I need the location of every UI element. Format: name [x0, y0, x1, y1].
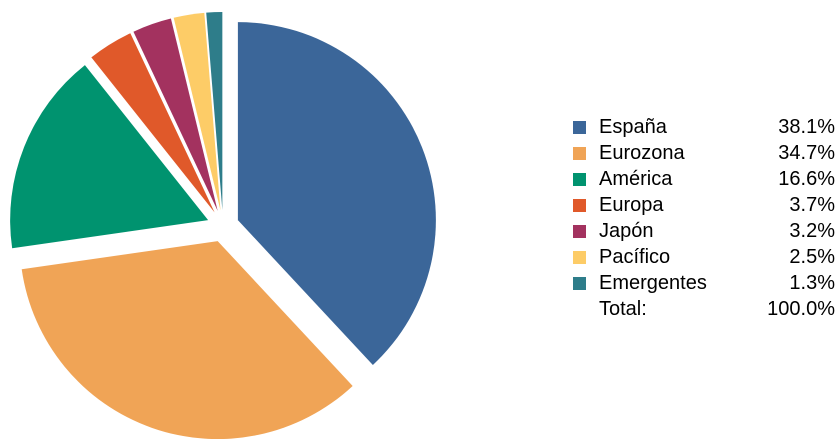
legend-label-europa: Europa [599, 192, 664, 218]
legend-total-label: Total: [599, 296, 647, 322]
legend-item-espana: España 38.1% [573, 114, 839, 140]
legend-label-pacifico: Pacífico [599, 244, 670, 270]
legend-swatch-europa [573, 199, 586, 212]
legend-item-eurozona: Eurozona 34.7% [573, 140, 839, 166]
legend-swatch-emergentes [573, 277, 586, 290]
legend-item-emergentes: Emergentes 1.3% [573, 270, 839, 296]
legend-label-emergentes: Emergentes [599, 270, 707, 296]
legend-swatch-eurozona [573, 147, 586, 160]
legend-value-espana: 38.1% [778, 114, 835, 140]
legend-label-eurozona: Eurozona [599, 140, 685, 166]
legend-swatch-espana [573, 121, 586, 134]
legend-value-japon: 3.2% [789, 218, 835, 244]
legend-value-eurozona: 34.7% [778, 140, 835, 166]
legend-label-espana: España [599, 114, 667, 140]
legend-value-america: 16.6% [778, 166, 835, 192]
legend-item-europa: Europa 3.7% [573, 192, 839, 218]
legend-value-europa: 3.7% [789, 192, 835, 218]
legend-item-pacifico: Pacífico 2.5% [573, 244, 839, 270]
legend-value-pacifico: 2.5% [789, 244, 835, 270]
legend-total-value: 100.0% [767, 296, 835, 322]
legend-item-america: América 16.6% [573, 166, 839, 192]
legend-swatch-pacifico [573, 251, 586, 264]
legend-label-america: América [599, 166, 672, 192]
legend-label-japon: Japón [599, 218, 654, 244]
legend-value-emergentes: 1.3% [789, 270, 835, 296]
legend-item-japon: Japón 3.2% [573, 218, 839, 244]
legend-swatch-america [573, 173, 586, 186]
legend-total-row: Total: 100.0% [573, 296, 839, 322]
legend: España 38.1% Eurozona 34.7% América 16.6… [573, 114, 839, 322]
legend-swatch-japon [573, 225, 586, 238]
